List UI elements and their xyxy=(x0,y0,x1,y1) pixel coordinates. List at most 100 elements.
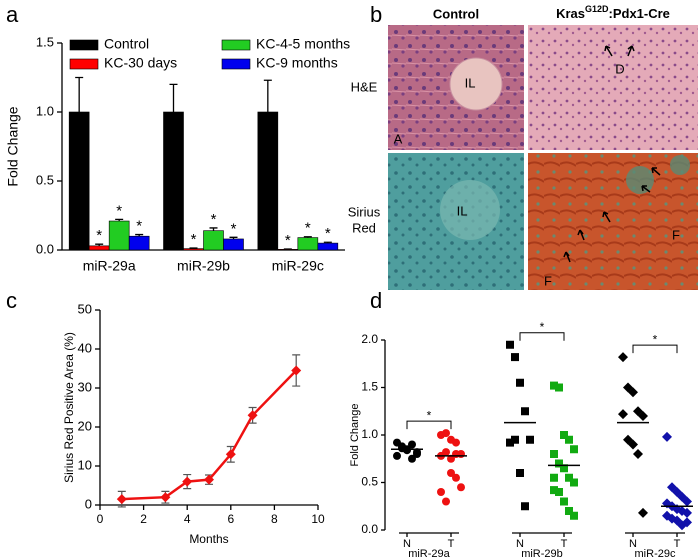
point xyxy=(526,435,534,444)
row-title: H&E xyxy=(351,79,378,94)
point xyxy=(521,407,529,416)
legend-label: Control xyxy=(104,36,149,52)
y-tick-label: 1.5 xyxy=(361,380,378,394)
point xyxy=(550,473,558,482)
x-tick-label: 0 xyxy=(97,512,104,526)
point xyxy=(628,439,638,450)
significance-bracket xyxy=(406,420,452,430)
point xyxy=(570,445,578,454)
legend-swatch xyxy=(221,58,251,70)
significance-mark: * xyxy=(540,320,545,334)
point xyxy=(393,451,401,460)
panel-label: a xyxy=(6,2,19,27)
x-tick-label: 2 xyxy=(140,512,147,526)
y-tick-label: 1.0 xyxy=(361,427,378,441)
image-annotation: IL xyxy=(465,75,476,90)
bar xyxy=(183,248,204,251)
point xyxy=(403,446,411,455)
point xyxy=(413,448,421,457)
point xyxy=(442,497,450,506)
duct xyxy=(670,155,690,175)
point xyxy=(160,492,171,503)
point xyxy=(638,411,648,421)
bar xyxy=(128,235,150,251)
point xyxy=(516,378,524,387)
row-title: Sirius xyxy=(348,204,381,219)
point xyxy=(638,507,648,518)
point xyxy=(447,454,455,463)
x-tick-label: T xyxy=(674,538,681,550)
x-axis-label: Months xyxy=(189,532,228,546)
point xyxy=(452,473,460,482)
point xyxy=(682,517,692,528)
x-tick-label: miR-29b xyxy=(177,258,230,274)
x-tick-label: miR-29c xyxy=(272,258,324,274)
legend-swatch xyxy=(69,39,99,51)
point xyxy=(442,429,450,438)
bar xyxy=(68,111,90,251)
x-tick-label: 4 xyxy=(184,512,191,526)
y-tick-label: 0.5 xyxy=(361,475,378,489)
point xyxy=(550,381,558,390)
column-title: KrasG12D:Pdx1-Cre xyxy=(556,4,670,21)
point xyxy=(408,454,416,463)
title-superscript: G12D xyxy=(585,4,609,14)
point xyxy=(555,459,563,468)
point xyxy=(452,450,460,458)
y-tick-label: 0.5 xyxy=(36,172,54,187)
x-tick-label: miR-29a xyxy=(83,258,136,274)
panel-label: d xyxy=(370,288,382,313)
significance-bracket xyxy=(632,344,678,354)
islet xyxy=(449,57,503,111)
point xyxy=(633,449,643,459)
point xyxy=(408,440,416,449)
title-part: Kras xyxy=(556,6,585,21)
title-part: :Pdx1-Cre xyxy=(609,6,670,21)
point xyxy=(247,410,258,421)
point xyxy=(511,353,519,362)
islet xyxy=(440,180,500,240)
y-axis-label: Fold Change xyxy=(5,106,21,186)
point xyxy=(506,438,514,447)
point xyxy=(182,476,193,487)
column-title: Control xyxy=(433,6,479,21)
significance-mark: * xyxy=(191,231,197,248)
point xyxy=(570,478,578,487)
image-annotation: IL xyxy=(457,203,468,218)
point xyxy=(506,340,514,349)
point xyxy=(550,486,558,495)
point xyxy=(291,365,302,376)
image-annotation: A xyxy=(394,131,403,146)
point xyxy=(555,488,563,496)
point xyxy=(565,507,573,515)
point xyxy=(447,469,455,477)
legend-label: KC-4-5 months xyxy=(256,36,350,52)
point xyxy=(516,469,524,477)
significance-mark: * xyxy=(305,220,311,237)
point xyxy=(560,497,568,506)
group-label: miR-29b xyxy=(521,548,563,559)
x-tick-label: N xyxy=(629,538,637,550)
point xyxy=(565,435,573,444)
significance-mark: * xyxy=(116,202,122,219)
y-tick-label: 1.0 xyxy=(36,103,54,118)
bar xyxy=(108,220,130,251)
y-tick-label: 30 xyxy=(78,379,92,394)
y-tick-label: 20 xyxy=(78,418,92,433)
point xyxy=(628,387,638,398)
error-bar xyxy=(303,236,312,238)
y-tick-label: 2.0 xyxy=(361,332,378,346)
image-annotation: D xyxy=(615,61,624,76)
point xyxy=(618,409,628,420)
significance-mark: * xyxy=(285,232,291,249)
bar xyxy=(257,111,279,251)
point xyxy=(682,507,692,518)
arrows xyxy=(563,45,661,263)
x-tick-label: T xyxy=(448,538,455,550)
significance-mark: * xyxy=(653,332,658,346)
x-tick-label: 10 xyxy=(311,512,325,526)
y-tick-label: 0 xyxy=(85,496,92,511)
panel-label: c xyxy=(6,288,17,313)
point xyxy=(452,438,460,447)
x-tick-label: 6 xyxy=(227,512,234,526)
